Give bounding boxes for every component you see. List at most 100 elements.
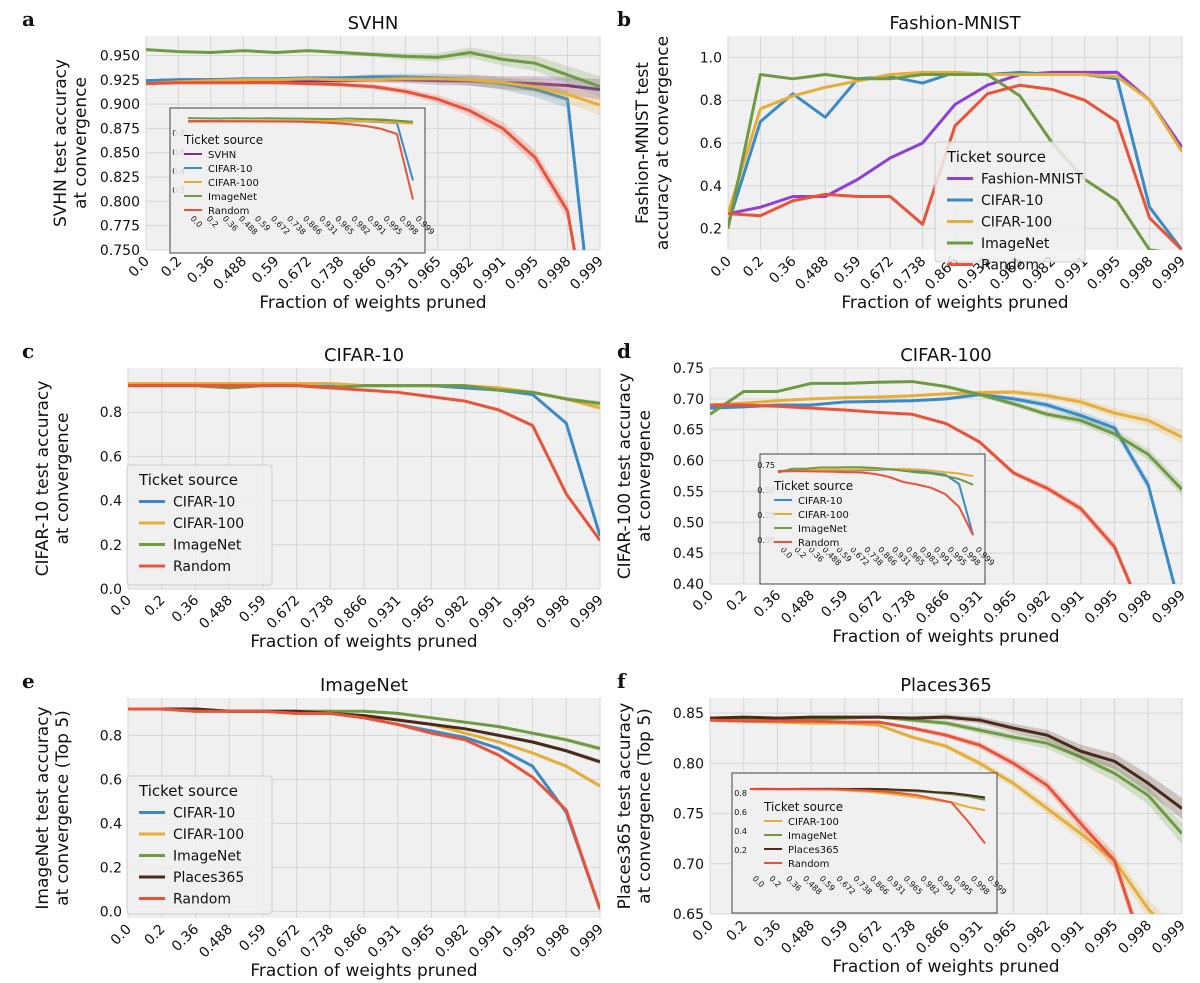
panel-d-inset-line-random [778,470,974,536]
panel-f-inset-legend-label-imagenet: ImageNet [788,831,837,842]
panel-f-inset-ytick: 0.6 [734,808,747,817]
panel-f-ytick-label: 0.65 [673,907,704,923]
panel-d-xtick-label: 0.982 [1014,588,1054,628]
panel-d-xtick-label: 0.672 [846,588,886,628]
panel-b-line-fashion-mnist [728,70,1182,216]
panel-f-xtick-label: 0.991 [1048,918,1088,958]
panel-a-ylabel: at convergence [71,77,91,209]
panel-c-xtick-label: 0.995 [500,593,540,633]
panel-a-xtick-label: 0.991 [470,254,510,294]
panel-a-ytick-label: 0.950 [100,48,140,64]
panel-b-ytick-label: 1.0 [700,50,722,66]
panel-d-inset-line-cifar-100 [777,467,974,478]
panel-d-ytick-label: 0.60 [673,454,704,470]
panel-f-inset: 0.20.40.60.80.0 0.2 0.360.4880.590.6720.73… [731,772,1008,914]
panel-d-inset-legend-label-imagenet: ImageNet [798,524,847,535]
panel-b-title: Fashion-MNIST [889,13,1021,34]
panel-d-letter: d [617,339,631,363]
panel-e-ytick-label: 0.4 [100,816,122,832]
panel-a-inset-legend-label-svhn: SVHN [208,150,236,161]
panel-c-xtick-label: 0.991 [466,593,506,633]
panel-d-inset-legend-box [764,476,859,548]
panel-c-ytick-label: 0.2 [100,538,122,554]
panel-d-line-random [710,403,1132,584]
panel-f-inset-legend-box [754,797,849,869]
panel-f-xtick-label: 0.866 [913,917,953,957]
panel-d-inset: 0.000.250.500.750.00.20.360.4880.590.672… [757,453,996,585]
panel-a-xtick-label: 0.672 [275,254,315,294]
panel-b-legend-title: Ticket source [946,148,1046,166]
panel-a-xtick-label: 0.999 [567,254,607,294]
panel-d-ylabel: at convergence [635,410,655,542]
panel-a-ytick-label: 0.775 [100,219,140,235]
panel-f-xtick-label: 0.2 [723,918,750,945]
panel-c-legend-label-imagenet: ImageNet [173,538,242,554]
panel-a-series-group [146,47,600,250]
panel-e-xtick-label: 0.488 [196,922,236,962]
panel-e-xtick-label: 0.965 [399,922,439,962]
panel-f-xlabel: Fraction of weights pruned [832,957,1059,977]
panel-c-legend-label-cifar-100: CIFAR-100 [173,516,244,532]
panel-c-ytick-label: 0.4 [100,494,122,510]
panel-d-ytick-label: 0.70 [673,392,704,408]
panel-d-line-imagenet [710,380,1182,491]
panel-e-xtick-label: 0.931 [365,922,405,962]
panel-b-xtick-label: 0.998 [1117,254,1157,294]
panel-d-xtick-label: 0.2 [723,588,750,615]
panel-d-inset-legend-label-cifar-10: CIFAR-10 [798,496,842,507]
panel-d-xtick-label: 0.488 [778,588,818,628]
panel-b-line-random [728,83,1182,250]
panel-e-xtick-label: 0.2 [141,922,168,949]
panel-b-legend-box [934,141,1086,263]
panel-c-legend-box [126,464,273,586]
panel-e-legend: Ticket source CIFAR-10 CIFAR-100 ImageNet Pl… [126,775,273,915]
panel-a-inset: 0.20.40.60.80.00.20.360.4880.590.6720.73… [169,107,436,254]
panel-c-ylabel: at convergence [53,412,73,544]
panel-e-xtick-label: 0.995 [500,922,540,962]
panel-f-inset-legend-title: Ticket source [763,800,843,814]
panel-e-ylabel: ImageNet test accuracy [33,706,53,909]
panel-e-legend-box [126,775,273,915]
panel-f-line-random [710,718,1134,914]
panel-a-xtick-label: 0.2 [158,254,185,281]
panel-e-series-group [128,707,600,912]
panel-c-legend-title: Ticket source [138,471,238,489]
panel-d-ytick-label: 0.45 [673,546,704,562]
panel-a-inset-series-group [187,117,414,201]
panel-c-legend-label-random: Random [173,559,231,575]
panel-b-legend: Ticket source Fashion-MNIST CIFAR-10 CIFAR-… [934,141,1086,274]
panel-d-ytick-label: 0.55 [673,484,704,500]
panel-e-xtick-label: 0.998 [533,922,573,962]
panel-f-ytick-label: 0.80 [673,756,704,772]
panel-d-ytick-label: 0.40 [673,577,704,593]
panel-f-ytick-label: 0.75 [673,807,704,823]
panel-f-xtick-label: 0.965 [981,918,1021,958]
panel-f-ylabel: Places365 test accuracy [615,703,635,910]
panel-a-band-imagenet [146,47,600,97]
panel-c-xtick-label: 0.738 [297,593,337,633]
panel-e-ytick-label: 0.0 [100,904,122,920]
panel-c-legend: Ticket source CIFAR-10 CIFAR-100 ImageNet Ra… [126,464,273,586]
panel-d-line-cifar-100 [710,390,1182,439]
panel-e-legend-label-random: Random [173,892,231,908]
panel-d-ytick-label: 0.65 [673,423,704,439]
panel-d-xtick-label: 0.931 [947,588,987,628]
panel-c-xtick-label: 0.931 [365,593,405,633]
panel-e-xtick-label: 0.672 [264,922,304,962]
panel-c-xlabel: Fraction of weights pruned [250,632,477,652]
panel-f-xtick-label: 0.488 [778,918,818,958]
panel-b-legend-label-fashion-mnist: Fashion-MNIST [981,172,1083,188]
panel-a-inset-legend-label-cifar-100: CIFAR-100 [208,178,259,189]
panel-d: 0.400.450.500.550.600.650.700.750.0 0.2 0.… [615,339,1189,647]
panel-a-line-random [146,81,576,250]
panel-b-line-imagenet [728,73,1162,250]
panel-d-line-cifar-10 [710,393,1176,584]
panel-a-ytick-label: 0.800 [100,194,140,210]
panel-a-xtick-label: 0.998 [535,254,575,294]
panel-f-inset-line-random [749,788,986,845]
panel-f-inset-ytick: 0.2 [734,846,747,855]
panel-a-inset-legend-title: Ticket source [183,133,263,147]
panel-c-xtick-label: 0.999 [567,593,607,633]
panel-c-ytick-label: 0.0 [100,582,122,598]
